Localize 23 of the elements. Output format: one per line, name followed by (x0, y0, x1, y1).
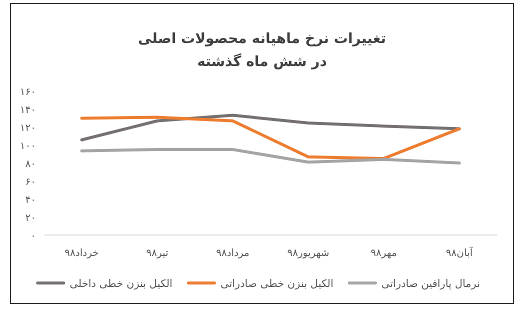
x-tick-label: شهریور۹۸ (287, 248, 330, 259)
y-tick-label: ۰ (30, 231, 36, 242)
chart-subtitle: در شش ماه گذشته (197, 53, 327, 70)
y-tick-label: ۸۰ (25, 159, 36, 170)
x-tick-label: مرداد۹۸ (216, 248, 250, 259)
y-tick-label: ۴۰ (25, 195, 36, 206)
line-series (80, 116, 461, 160)
line-series (80, 114, 461, 142)
y-tick-label: ۱۰۰ (20, 141, 36, 152)
legend-label: نرمال پارافین صادراتی (381, 278, 480, 290)
y-tick-label: ۱۴۰ (20, 105, 36, 116)
y-tick-label: ۶۰ (25, 177, 36, 188)
x-tick-label: خرداد۹۸ (64, 248, 99, 259)
line-series (80, 148, 461, 164)
legend-label: الکیل بنزن خطی داخلی (70, 278, 172, 290)
y-tick-label: ۱۶۰ (20, 87, 36, 98)
x-tick-label: مهر۹۸ (370, 248, 397, 259)
y-tick-label: ۱۲۰ (20, 123, 36, 134)
chart-title: تغییرات نرخ ماهیانه محصولات اصلی (138, 31, 386, 47)
legend-label: الکیل بنزن خطی صادراتی (220, 278, 334, 290)
x-tick-label: تیر۹۸ (146, 248, 168, 259)
y-tick-label: ۲۰ (25, 213, 36, 224)
x-tick-label: آبان۹۸ (446, 246, 474, 259)
